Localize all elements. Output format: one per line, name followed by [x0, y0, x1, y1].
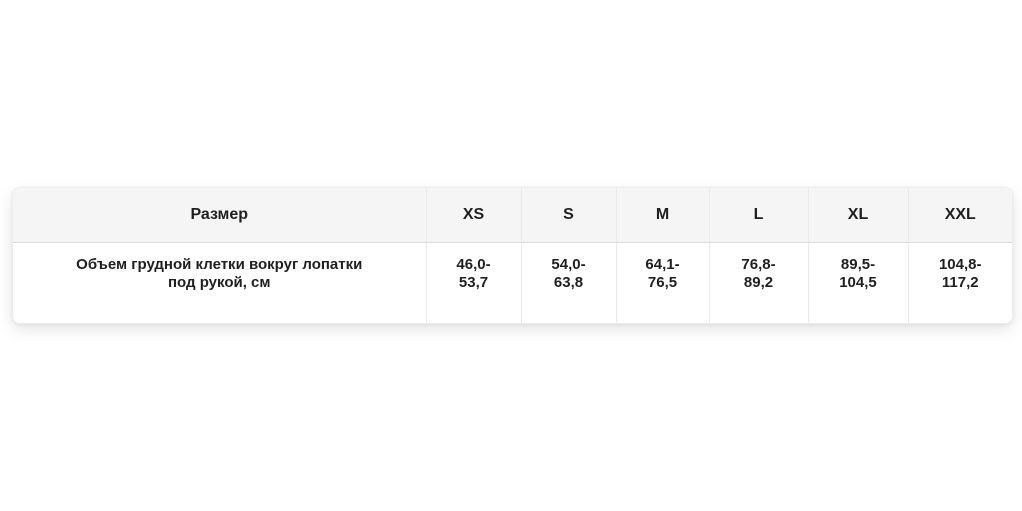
header-cell-size-xxl: XXL	[907, 188, 1012, 243]
value-cell-l: 76,8- 89,2	[708, 242, 808, 323]
value-cell-xs: 46,0- 53,7	[425, 242, 521, 323]
header-cell-size-m: M	[615, 188, 709, 243]
table-row-chest-volume: Объем грудной клетки вокруг лопатки под …	[13, 242, 1012, 323]
size-chart-card: Размер XS S M L XL XXL Объем грудной кле…	[12, 187, 1013, 324]
table-header-row: Размер XS S M L XL XXL	[13, 188, 1012, 243]
value-cell-m: 64,1- 76,5	[615, 242, 709, 323]
header-cell-size-s: S	[520, 188, 616, 243]
value-cell-s: 54,0- 63,8	[520, 242, 616, 323]
header-cell-parameter: Размер	[13, 188, 426, 243]
header-cell-size-l: L	[708, 188, 808, 243]
row-label-chest-volume: Объем грудной клетки вокруг лопатки под …	[76, 255, 363, 292]
value-cell-xxl: 104,8- 117,2	[907, 242, 1012, 323]
value-cell-xl: 89,5- 104,5	[807, 242, 908, 323]
header-cell-size-xl: XL	[807, 188, 908, 243]
header-cell-size-xs: XS	[425, 188, 521, 243]
size-table: Размер XS S M L XL XXL Объем грудной кле…	[13, 188, 1012, 323]
